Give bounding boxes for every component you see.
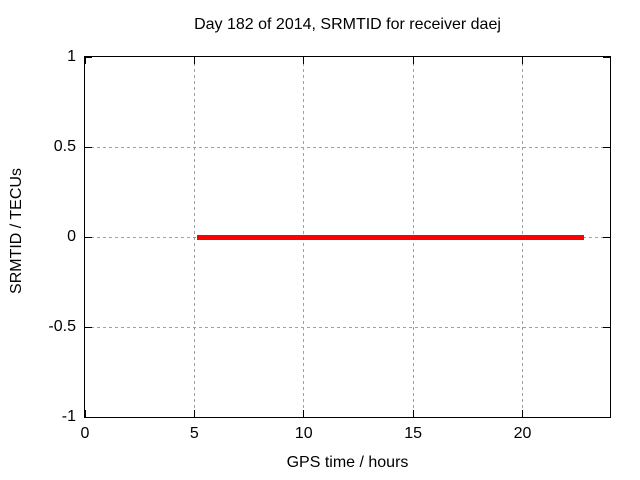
y-tick-label: -1 <box>61 408 76 425</box>
y-gridline <box>85 146 610 148</box>
x-tick-mark <box>412 410 414 417</box>
x-tick-mark <box>303 57 305 64</box>
y-tick-mark <box>85 56 92 58</box>
data-line <box>196 234 584 240</box>
y-tick-label: -0.5 <box>48 318 76 335</box>
x-tick-mark <box>522 57 523 64</box>
y-tick-mark <box>85 326 92 328</box>
x-tick-mark <box>84 57 86 64</box>
y-tick-label: 0.5 <box>53 138 76 155</box>
x-tick-mark <box>193 57 195 64</box>
y-tick-label: 0 <box>67 228 76 245</box>
x-axis-label: GPS time / hours <box>286 454 409 471</box>
plot-area <box>84 56 611 418</box>
y-tick-mark <box>85 416 92 418</box>
y-tick-mark <box>85 146 92 148</box>
y-tick-label: 1 <box>67 48 76 65</box>
y-tick-mark <box>603 146 610 148</box>
x-tick-label: 0 <box>80 425 90 442</box>
x-tick-mark <box>303 410 305 417</box>
chart-title: Day 182 of 2014, SRMTID for receiver dae… <box>194 16 501 33</box>
x-tick-mark <box>522 410 523 417</box>
x-tick-label: 15 <box>404 425 423 442</box>
y-gridline <box>85 326 610 328</box>
y-tick-mark <box>603 236 610 238</box>
y-tick-mark <box>85 236 92 238</box>
x-tick-label: 10 <box>294 425 313 442</box>
y-tick-mark <box>603 416 610 418</box>
x-tick-label: 5 <box>189 425 199 442</box>
x-tick-mark <box>412 57 414 64</box>
x-tick-mark <box>84 410 86 417</box>
y-tick-mark <box>603 326 610 328</box>
x-tick-mark <box>193 410 195 417</box>
x-tick-label: 20 <box>513 425 532 442</box>
y-tick-mark <box>603 56 610 58</box>
